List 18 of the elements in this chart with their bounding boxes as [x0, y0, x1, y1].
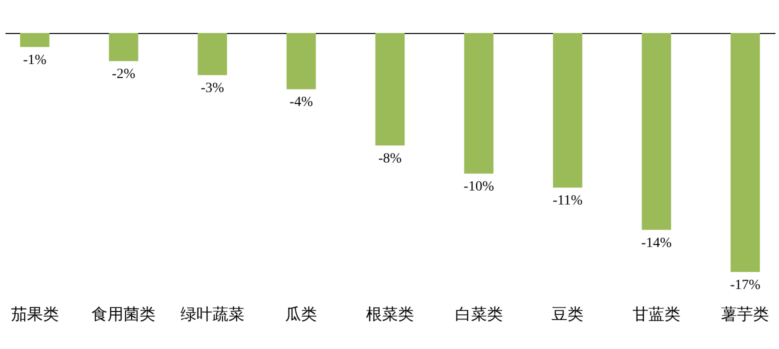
data-label: -11% [552, 194, 583, 209]
data-label: -10% [464, 180, 494, 195]
x-tick-label: 食用菌类 [92, 306, 156, 324]
x-tick-label: 薯芋类 [721, 306, 770, 324]
x-tick-label: 白菜类 [454, 306, 503, 324]
data-label: -17% [730, 278, 761, 293]
x-tick-label: 根菜类 [366, 306, 414, 324]
x-tick-label: 瓜类 [285, 306, 318, 324]
x-tick-label: 甘蓝类 [632, 306, 680, 324]
data-label: -2% [112, 67, 136, 82]
data-label: -8% [378, 151, 402, 166]
data-label: -4% [290, 95, 314, 110]
x-tick-label: 豆类 [552, 306, 584, 324]
data-label: -1% [23, 53, 47, 68]
data-label: -3% [200, 81, 224, 96]
x-tick-label: 茄果类 [10, 306, 59, 324]
x-tick-label: 绿叶蔬菜 [180, 306, 244, 324]
data-label: -14% [641, 236, 672, 251]
